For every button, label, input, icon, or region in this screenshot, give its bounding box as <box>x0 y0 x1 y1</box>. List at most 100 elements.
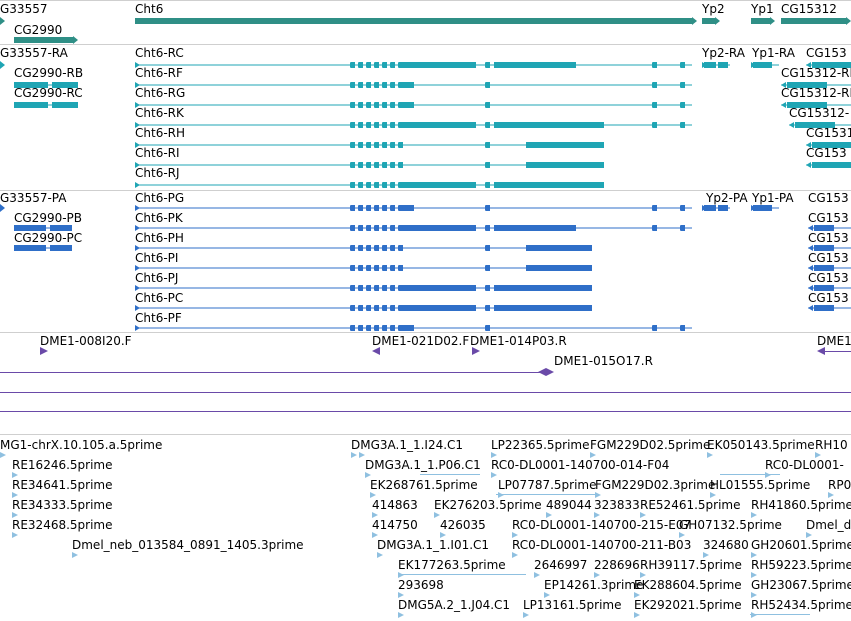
feature-label[interactable]: Yp1-RA <box>752 46 795 60</box>
est-glyph[interactable] <box>634 592 640 598</box>
est-glyph[interactable] <box>434 512 440 518</box>
feature-label[interactable]: CG15312-RE <box>781 86 851 100</box>
est-glyph[interactable] <box>534 572 540 578</box>
transcript-glyph[interactable] <box>808 244 851 252</box>
gene-glyph[interactable] <box>781 17 851 25</box>
feature-label[interactable]: DME1 <box>817 334 851 348</box>
transcript-glyph[interactable] <box>14 101 78 109</box>
est-glyph[interactable] <box>398 612 404 618</box>
est-line[interactable] <box>720 474 780 476</box>
feature-label[interactable]: DMG3A.1_1.I24.C1 <box>351 438 464 452</box>
est-glyph[interactable] <box>12 532 18 538</box>
est-glyph[interactable] <box>751 512 757 518</box>
feature-label[interactable]: EK288604.5prime <box>634 578 742 592</box>
clone-glyph[interactable] <box>372 347 380 355</box>
transcript-glyph[interactable] <box>702 61 730 69</box>
feature-label[interactable]: CG15312 <box>781 2 837 16</box>
transcript-glyph[interactable] <box>135 224 692 232</box>
feature-label[interactable]: RC0-DL0001- <box>765 458 844 472</box>
feature-label[interactable]: Dmel_d <box>806 518 851 532</box>
gene-glyph[interactable] <box>751 17 775 25</box>
feature-label[interactable]: 324680 <box>703 538 749 552</box>
feature-label[interactable]: DMG3A.1_1.P06.C1 <box>365 458 481 472</box>
transcript-glyph[interactable] <box>135 304 592 312</box>
feature-label[interactable]: Cht6-PJ <box>135 271 179 285</box>
feature-label[interactable]: CG153 <box>808 231 849 245</box>
feature-label[interactable]: EP14261.3prime <box>544 578 644 592</box>
est-line[interactable] <box>420 474 480 476</box>
est-glyph[interactable] <box>359 452 365 458</box>
feature-label[interactable]: CG153 <box>808 271 849 285</box>
est-glyph[interactable] <box>751 592 757 598</box>
feature-label[interactable]: DME1-014P03.R <box>470 334 567 348</box>
feature-label[interactable]: Yp1 <box>751 2 774 16</box>
est-glyph[interactable] <box>12 492 18 498</box>
feature-label[interactable]: 414750 <box>372 518 418 532</box>
est-glyph[interactable] <box>640 572 646 578</box>
transcript-glyph[interactable] <box>806 61 851 69</box>
feature-label[interactable]: GH07132.5prime <box>679 518 782 532</box>
feature-label[interactable]: Yp1-PA <box>752 191 794 205</box>
est-glyph[interactable] <box>815 452 821 458</box>
feature-label[interactable]: EK177263.5prime <box>398 558 506 572</box>
transcript-glyph[interactable] <box>14 224 72 232</box>
est-glyph[interactable] <box>12 512 18 518</box>
transcript-glyph[interactable] <box>781 101 851 109</box>
feature-label[interactable]: RH10 <box>815 438 848 452</box>
transcript-glyph[interactable] <box>135 284 592 292</box>
gene-glyph[interactable] <box>0 17 5 25</box>
feature-label[interactable]: RE32468.5prime <box>12 518 113 532</box>
est-glyph[interactable] <box>544 592 550 598</box>
feature-label[interactable]: GH20601.5prime <box>751 538 851 552</box>
clone-line[interactable] <box>0 392 851 394</box>
feature-label[interactable]: Yp2-RA <box>702 46 745 60</box>
est-glyph[interactable] <box>828 492 834 498</box>
transcript-glyph[interactable] <box>806 161 851 169</box>
feature-label[interactable]: RH39117.5prime <box>640 558 742 572</box>
feature-label[interactable]: DMG3A.1_1.I01.C1 <box>377 538 490 552</box>
transcript-glyph[interactable] <box>14 244 72 252</box>
est-glyph[interactable] <box>398 592 404 598</box>
est-glyph[interactable] <box>640 512 646 518</box>
feature-label[interactable]: RH41860.5prime <box>751 498 851 512</box>
feature-label[interactable]: RE52461.5prime <box>640 498 741 512</box>
feature-label[interactable]: Yp2 <box>702 2 725 16</box>
est-glyph[interactable] <box>512 532 518 538</box>
feature-label[interactable]: RE34333.5prime <box>12 498 113 512</box>
est-glyph[interactable] <box>440 532 446 538</box>
transcript-glyph[interactable] <box>135 181 604 189</box>
feature-label[interactable]: RC0-DL0001-140700-215-E07 <box>512 518 692 532</box>
feature-label[interactable]: RC0-DL0001-140700-014-F04 <box>491 458 670 472</box>
feature-label[interactable]: EK050143.5prime <box>707 438 815 452</box>
est-glyph[interactable] <box>634 612 640 618</box>
est-glyph[interactable] <box>594 572 600 578</box>
transcript-glyph[interactable] <box>135 81 692 89</box>
est-glyph[interactable] <box>751 572 757 578</box>
transcript-glyph[interactable] <box>14 81 78 89</box>
transcript-glyph[interactable] <box>808 304 851 312</box>
est-glyph[interactable] <box>594 512 600 518</box>
est-glyph[interactable] <box>595 492 601 498</box>
feature-label[interactable]: G33557-PA <box>0 191 67 205</box>
est-glyph[interactable] <box>710 492 716 498</box>
feature-label[interactable]: HL01555.5prime <box>710 478 811 492</box>
transcript-glyph[interactable] <box>751 61 779 69</box>
transcript-glyph[interactable] <box>135 244 592 252</box>
feature-label[interactable]: Cht6-RK <box>135 106 184 120</box>
feature-label[interactable]: CG153 <box>808 251 849 265</box>
feature-label[interactable]: LP22365.5prime <box>491 438 590 452</box>
feature-label[interactable]: Dmel_neb_013584_0891_1405.3prime <box>72 538 304 552</box>
feature-label[interactable]: RH52434.5prime <box>751 598 851 612</box>
feature-label[interactable]: EK268761.5prime <box>370 478 478 492</box>
transcript-glyph[interactable] <box>135 324 692 332</box>
feature-label[interactable]: CG15312-RB <box>781 66 851 80</box>
feature-label[interactable]: Cht6-RF <box>135 66 183 80</box>
est-glyph[interactable] <box>12 472 18 478</box>
feature-label[interactable]: CG153 <box>806 46 847 60</box>
feature-label[interactable]: CG2990-PC <box>14 231 83 245</box>
est-glyph[interactable] <box>703 552 709 558</box>
transcript-glyph[interactable] <box>135 264 592 272</box>
feature-label[interactable]: Cht6-RH <box>135 126 186 140</box>
transcript-glyph[interactable] <box>135 101 692 109</box>
feature-label[interactable]: MG1-chrX.10.105.a.5prime <box>0 438 163 452</box>
